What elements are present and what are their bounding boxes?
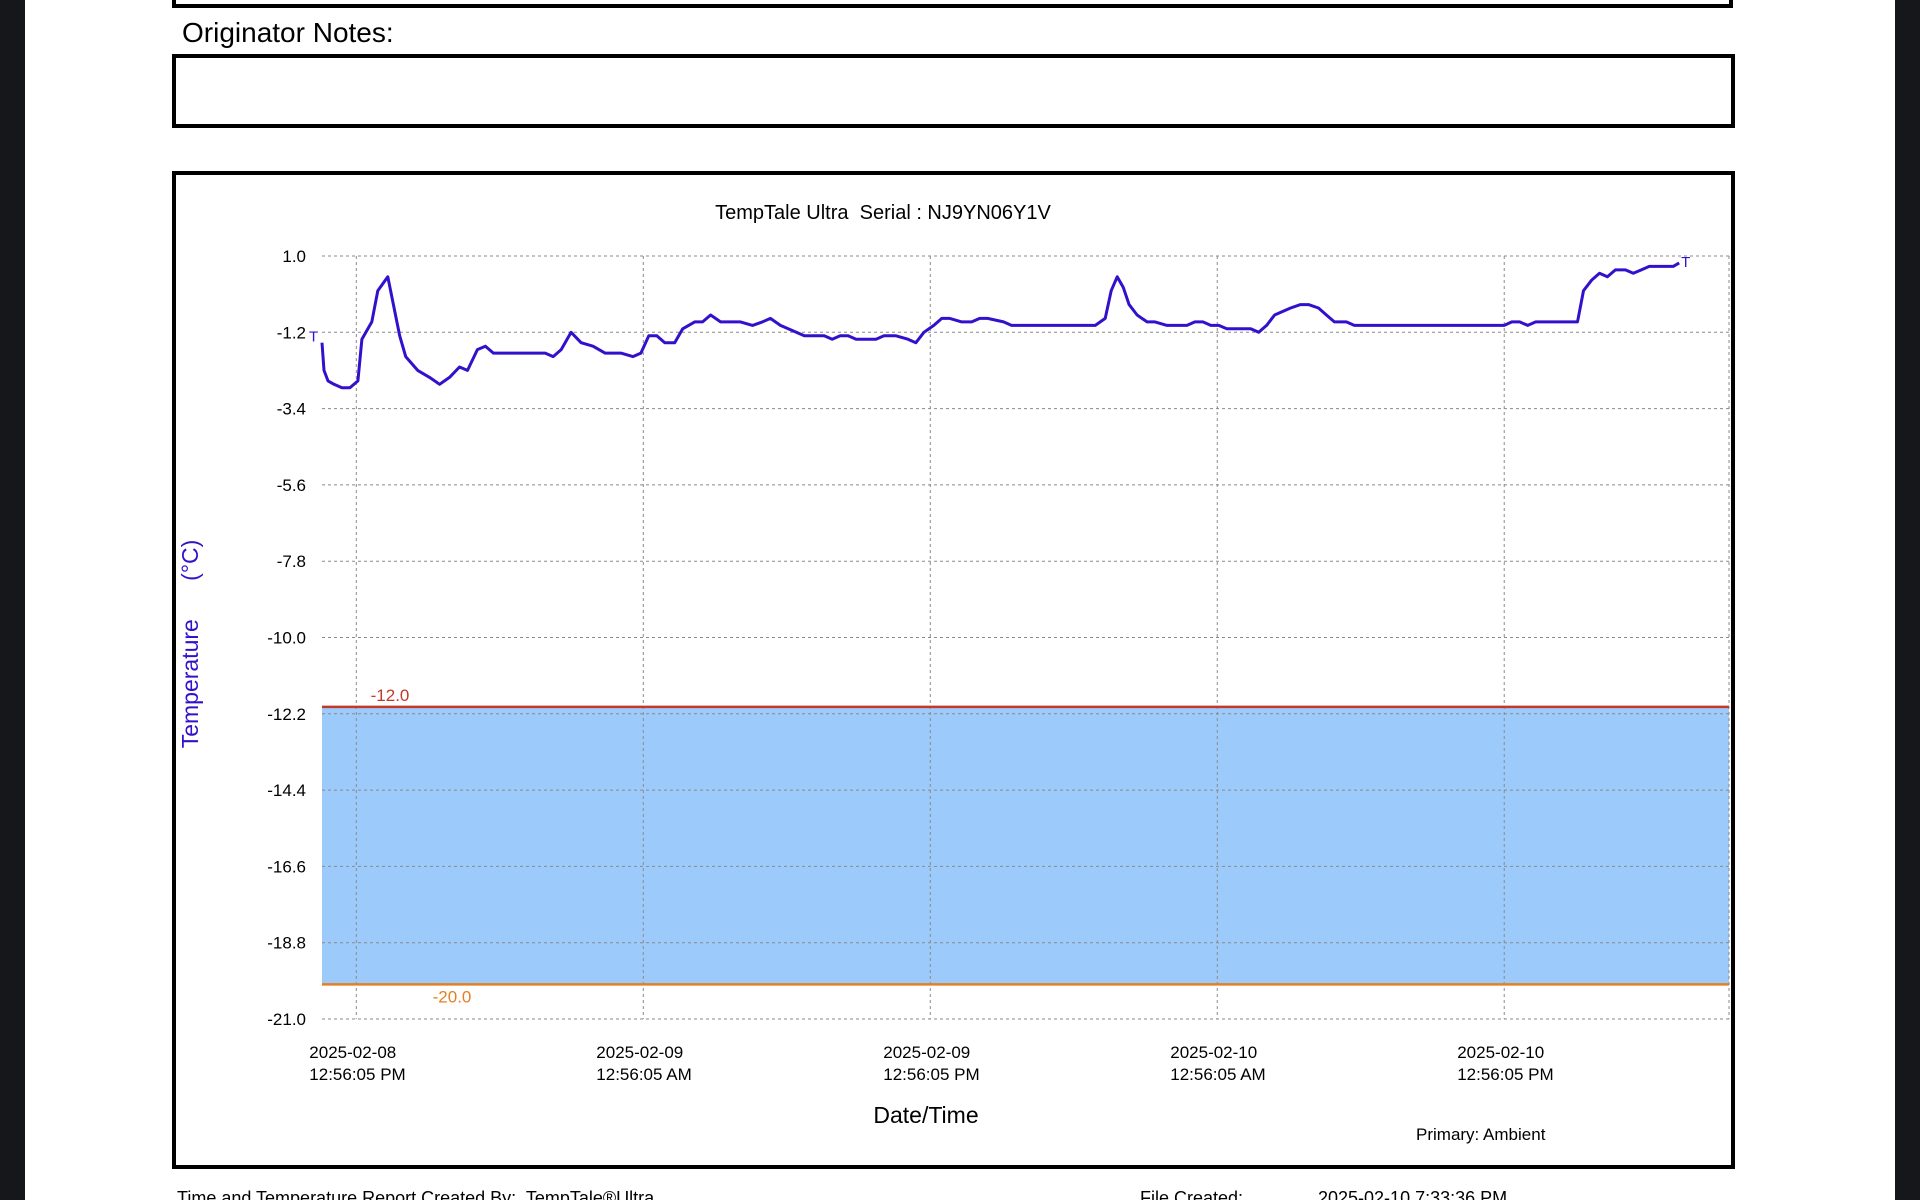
temperature-series-line	[320, 261, 1680, 390]
chart-frame: 1.0 -1.2 -3.4 -5.6 -7.8 -10.0 -12.2 -14.4 -16.6 -…	[172, 171, 1735, 1169]
chart-title: TempTale Ultra Serial : NJ9YN06Y1V	[715, 202, 1051, 224]
limit-label: -12.0	[371, 686, 410, 705]
x-tick-date: 2025-02-09	[596, 1043, 683, 1062]
footer-created-by: Time and Temperature Report Created By: …	[177, 1188, 655, 1200]
y-tick-label: -3.4	[277, 400, 306, 419]
y-tick-label: -18.8	[267, 934, 306, 953]
y-tick-label: -1.2	[277, 323, 306, 342]
x-tick-time: 12:56:05 PM	[1457, 1065, 1553, 1084]
y-axis-label: Temperature (°C)	[177, 540, 203, 749]
originator-notes-label: Originator Notes:	[182, 17, 394, 48]
y-tick-label: -12.2	[267, 705, 306, 724]
x-tick-time: 12:56:05 AM	[596, 1065, 691, 1084]
y-tick-label: -21.0	[267, 1010, 306, 1029]
x-tick-date: 2025-02-08	[309, 1043, 396, 1062]
previous-section-box	[172, 0, 1733, 8]
y-tick-label: 1.0	[282, 247, 306, 266]
y-tick-label: -14.4	[267, 781, 306, 800]
report-page: Originator Notes: 1.0 -1.2 -3.4 -5.6 -7.8 -10…	[25, 0, 1895, 1200]
series-end-marker: T	[1681, 254, 1690, 271]
series-start-marker: T	[309, 329, 318, 346]
x-tick-time: 12:56:05 PM	[883, 1065, 979, 1084]
y-tick-label: -5.6	[277, 476, 306, 495]
y-tick-label: -10.0	[267, 629, 306, 648]
acceptable-range-band	[322, 706, 1729, 985]
x-tick-date: 2025-02-10	[1170, 1043, 1257, 1062]
legend-primary-ambient: Primary: Ambient	[1416, 1125, 1546, 1144]
footer-file-created-value: 2025-02-10 7:33:36 PM	[1318, 1188, 1508, 1200]
x-tick-time: 12:56:05 AM	[1170, 1065, 1265, 1084]
limit-label: -20.0	[433, 987, 472, 1006]
y-tick-label: -16.6	[267, 857, 306, 876]
footer-file-created-label: File Created:	[1140, 1188, 1244, 1200]
y-tick-label: -7.8	[277, 552, 306, 571]
x-tick-date: 2025-02-10	[1457, 1043, 1544, 1062]
x-tick-date: 2025-02-09	[883, 1043, 970, 1062]
originator-notes-box	[172, 54, 1735, 128]
x-tick-time: 12:56:05 PM	[309, 1065, 405, 1084]
x-axis-label: Date/Time	[873, 1102, 978, 1128]
temperature-chart: 1.0 -1.2 -3.4 -5.6 -7.8 -10.0 -12.2 -14.4 -16.6 -…	[177, 202, 1730, 1144]
